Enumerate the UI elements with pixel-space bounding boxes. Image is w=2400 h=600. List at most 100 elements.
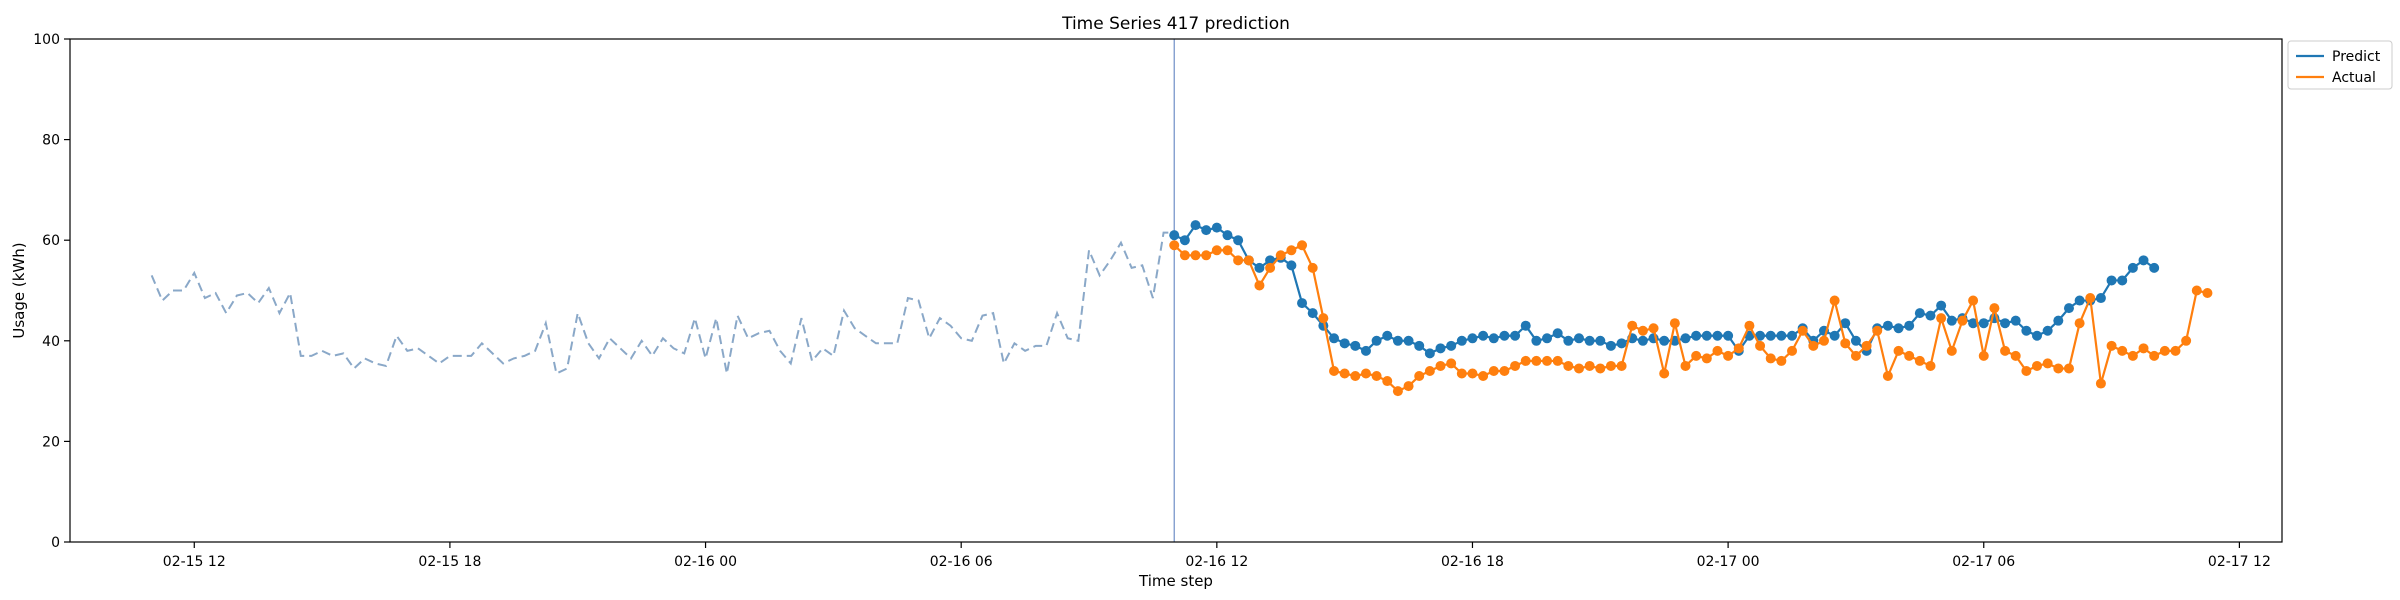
actual-point — [2000, 345, 2011, 356]
y-tick-label: 40 — [42, 334, 60, 350]
predict-point — [1552, 328, 1563, 339]
predict-point — [2063, 303, 2074, 314]
actual-point — [1808, 340, 1819, 351]
actual-point — [1190, 250, 1201, 261]
predict-point — [2127, 262, 2138, 273]
chart-title: Time Series 417 prediction — [1061, 14, 1290, 34]
x-axis-ticks: 02-15 12 02-15 18 02-16 00 02-16 06 02-16 12… — [163, 542, 2271, 570]
predict-point — [1840, 318, 1851, 329]
actual-point — [1797, 325, 1808, 336]
predict-point — [1222, 230, 1233, 241]
predict-point — [1307, 308, 1318, 319]
x-tick-label: 02-15 18 — [418, 554, 481, 570]
predict-point — [1179, 235, 1190, 246]
actual-point — [1755, 340, 1766, 351]
actual-point — [1254, 280, 1265, 291]
predict-point — [2021, 325, 2032, 336]
actual-point — [1893, 345, 1904, 356]
actual-point — [1989, 303, 2000, 314]
actual-series-points — [1169, 240, 2213, 397]
y-tick-label: 20 — [42, 434, 60, 450]
actual-point — [1946, 345, 1957, 356]
actual-point — [1382, 376, 1393, 387]
predict-point — [1904, 320, 1915, 331]
y-tick-label: 0 — [51, 535, 60, 551]
predict-point — [1893, 323, 1904, 334]
actual-point — [1169, 240, 1180, 251]
actual-point — [1307, 262, 1318, 273]
actual-point — [1233, 255, 1244, 266]
actual-point — [1829, 295, 1840, 306]
actual-point — [1243, 255, 1254, 266]
predict-point — [1371, 335, 1382, 346]
actual-point — [1318, 313, 1329, 324]
predict-point — [1350, 340, 1361, 351]
actual-point — [1595, 363, 1606, 374]
predict-point — [1850, 335, 1861, 346]
actual-point — [1904, 350, 1915, 361]
actual-point — [1787, 345, 1798, 356]
predict-point — [1265, 255, 1276, 266]
actual-point — [1872, 325, 1883, 336]
x-tick-label: 02-16 06 — [930, 554, 993, 570]
actual-point — [1201, 250, 1212, 261]
actual-point — [1776, 355, 1787, 366]
x-tick-label: 02-16 18 — [1441, 554, 1504, 570]
predict-point — [1403, 335, 1414, 346]
predict-point — [1637, 335, 1648, 346]
actual-point — [1744, 320, 1755, 331]
predict-point — [1254, 262, 1265, 273]
actual-point — [2063, 363, 2074, 374]
plot-background — [70, 39, 2282, 542]
y-tick-label: 60 — [42, 233, 60, 249]
x-tick-label: 02-16 12 — [1185, 554, 1248, 570]
actual-point — [1584, 360, 1595, 371]
actual-point — [2074, 318, 2085, 329]
predict-point — [2117, 275, 2128, 286]
predict-point — [1456, 335, 1467, 346]
x-tick-label: 02-17 12 — [2208, 554, 2271, 570]
predict-point — [1542, 333, 1553, 344]
actual-point — [1414, 371, 1425, 382]
actual-point — [1861, 340, 1872, 351]
predict-point — [2000, 318, 2011, 329]
legend: Predict Actual — [2287, 40, 2393, 90]
predict-point — [2095, 293, 2106, 304]
actual-point — [2053, 363, 2064, 374]
predict-point — [1339, 338, 1350, 349]
actual-point — [1968, 295, 1979, 306]
predict-point — [2053, 315, 2064, 326]
x-tick-label: 02-17 00 — [1697, 554, 1760, 570]
predict-point — [2010, 315, 2021, 326]
actual-point — [1914, 355, 1925, 366]
legend-label-predict: Predict — [2332, 49, 2381, 65]
actual-point — [1818, 335, 1829, 346]
predict-point — [1765, 330, 1776, 341]
predict-point — [1936, 300, 1947, 311]
predict-point — [2106, 275, 2117, 286]
predict-point — [1211, 222, 1222, 233]
predict-point — [1882, 320, 1893, 331]
actual-point — [1179, 250, 1190, 261]
predict-point — [1925, 310, 1936, 321]
actual-point — [2085, 293, 2096, 304]
actual-point — [2170, 345, 2181, 356]
predict-point — [1563, 335, 1574, 346]
predict-point — [1829, 330, 1840, 341]
actual-point — [1478, 371, 1489, 382]
actual-point — [1659, 368, 1670, 379]
actual-point — [1510, 360, 1521, 371]
actual-point — [1552, 355, 1563, 366]
predict-point — [1435, 343, 1446, 354]
predict-point — [1723, 330, 1734, 341]
actual-point — [1605, 360, 1616, 371]
predict-point — [1382, 330, 1393, 341]
actual-point — [1573, 363, 1584, 374]
actual-point — [2106, 340, 2117, 351]
predict-point — [2074, 295, 2085, 306]
actual-point — [1488, 365, 1499, 376]
actual-point — [1680, 360, 1691, 371]
actual-point — [2149, 350, 2160, 361]
predict-point — [2042, 325, 2053, 336]
actual-point — [1957, 315, 1968, 326]
